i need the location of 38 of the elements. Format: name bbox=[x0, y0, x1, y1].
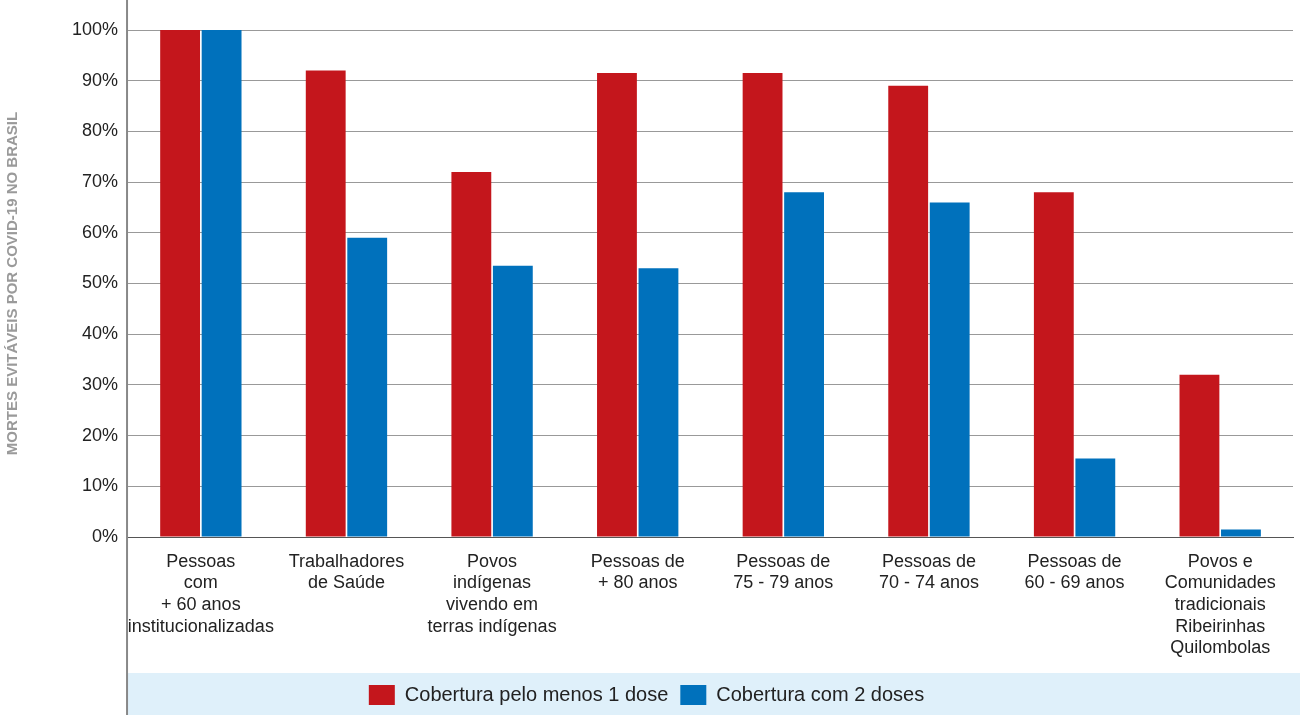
y-tick-label: 80% bbox=[82, 120, 119, 141]
legend-label: Cobertura com 2 doses bbox=[716, 682, 925, 705]
x-tick-label: Pessoas com + 60 anos institucionalizadas bbox=[127, 550, 274, 636]
bar bbox=[597, 73, 637, 537]
y-tick-label: 100% bbox=[71, 18, 119, 39]
y-axis-title: MORTES EVITÁVEIS POR COVID-19 NO BRASIL bbox=[3, 111, 21, 456]
x-tick-label: Pessoas de 60 - 69 anos bbox=[1024, 550, 1125, 593]
x-tick-label: Pessoas de 70 - 74 anos bbox=[878, 550, 979, 593]
y-tick-label: 20% bbox=[82, 424, 119, 445]
x-tick-label: Pessoas de 75 - 79 anos bbox=[733, 550, 834, 593]
x-tick-label: Povos indígenas vivendo em terras indígenas bbox=[427, 550, 557, 636]
bar bbox=[888, 85, 929, 537]
bar bbox=[160, 30, 201, 537]
bar bbox=[201, 30, 242, 537]
bar bbox=[305, 70, 346, 537]
y-tick-label: 50% bbox=[82, 272, 119, 293]
bar bbox=[929, 202, 970, 537]
bar bbox=[492, 265, 533, 537]
bar bbox=[1221, 529, 1261, 537]
bar bbox=[784, 192, 824, 537]
bar bbox=[742, 73, 783, 537]
legend-label: Cobertura pelo menos 1 dose bbox=[404, 682, 669, 705]
bar bbox=[1033, 192, 1074, 537]
x-tick-label: Povos e Comunidades tradicionais Ribeirinhas Quilombolas bbox=[1164, 550, 1276, 658]
y-tick-label: 0% bbox=[92, 525, 119, 546]
bar bbox=[1179, 374, 1220, 537]
bar bbox=[451, 171, 492, 537]
y-tick-label: 70% bbox=[82, 171, 119, 192]
bar bbox=[1075, 458, 1116, 537]
x-tick-label: Pessoas de + 80 anos bbox=[590, 550, 685, 593]
y-tick-label: 40% bbox=[82, 323, 119, 344]
x-tick-label: Trabalhadores de Saúde bbox=[288, 550, 405, 593]
y-tick-label: 60% bbox=[82, 221, 119, 242]
y-tick-label: 90% bbox=[82, 69, 119, 90]
y-tick-label: 10% bbox=[82, 475, 119, 496]
bar bbox=[347, 237, 388, 537]
y-tick-label: 30% bbox=[82, 373, 119, 394]
bar bbox=[638, 268, 679, 537]
